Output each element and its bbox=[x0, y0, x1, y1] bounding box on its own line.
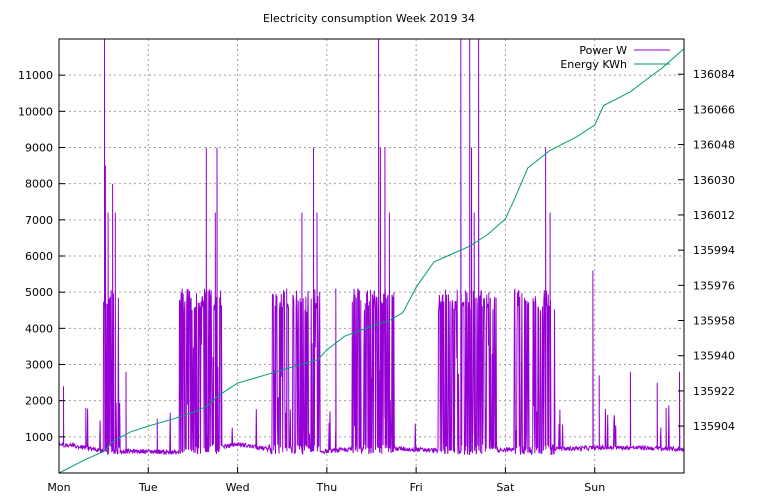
x-axis-ticks: Mon Tue Wed Thu Fri Sat Sun bbox=[47, 467, 605, 494]
grid-lines bbox=[59, 39, 684, 473]
y-axis-ticks: 1000 2000 3000 4000 5000 6000 7000 8000 9000 1000… bbox=[18, 69, 65, 444]
y2-tick-label: 135904 bbox=[693, 420, 735, 433]
y2-tick-label: 135958 bbox=[693, 315, 735, 328]
x-tick-label: Mon bbox=[47, 481, 70, 494]
y2-axis-ticks: 135904 135922 135940 135958 135976 135994 1360… bbox=[678, 68, 735, 433]
x-tick-label: Sun bbox=[584, 481, 605, 494]
chart-title: Electricity consumption Week 2019 34 bbox=[263, 12, 475, 25]
y-tick-label: 6000 bbox=[25, 250, 53, 263]
legend-label-energy: Energy KWh bbox=[560, 58, 627, 71]
x-tick-label: Sat bbox=[496, 481, 515, 494]
x-tick-label: Thu bbox=[316, 481, 338, 494]
y2-tick-label: 135976 bbox=[693, 279, 735, 292]
y2-tick-label: 136030 bbox=[693, 174, 735, 187]
y2-tick-label: 136048 bbox=[693, 139, 735, 152]
y-tick-label: 8000 bbox=[25, 178, 53, 191]
legend: Power W Energy KWh bbox=[560, 44, 670, 71]
x-tick-label: Fri bbox=[410, 481, 423, 494]
series-power bbox=[58, 38, 685, 456]
y-tick-label: 1000 bbox=[25, 431, 53, 444]
y-tick-label: 2000 bbox=[25, 395, 53, 408]
y2-tick-label: 136084 bbox=[693, 68, 735, 81]
y-tick-label: 3000 bbox=[25, 359, 53, 372]
y-tick-label: 5000 bbox=[25, 286, 53, 299]
y2-tick-label: 136066 bbox=[693, 103, 735, 116]
y2-tick-label: 136012 bbox=[693, 209, 735, 222]
x-tick-label: Tue bbox=[138, 481, 158, 494]
y-tick-label: 9000 bbox=[25, 142, 53, 155]
x-tick-label: Wed bbox=[226, 481, 250, 494]
y2-tick-label: 135994 bbox=[693, 244, 735, 257]
legend-label-power: Power W bbox=[579, 44, 627, 57]
y-tick-label: 4000 bbox=[25, 322, 53, 335]
series-energy bbox=[58, 48, 685, 474]
power-line bbox=[58, 38, 685, 456]
y2-tick-label: 135940 bbox=[693, 350, 735, 363]
y-tick-label: 7000 bbox=[25, 214, 53, 227]
y-tick-label: 11000 bbox=[18, 69, 53, 82]
y-tick-label: 10000 bbox=[18, 105, 53, 118]
y2-tick-label: 135922 bbox=[693, 385, 735, 398]
energy-line bbox=[58, 48, 685, 474]
